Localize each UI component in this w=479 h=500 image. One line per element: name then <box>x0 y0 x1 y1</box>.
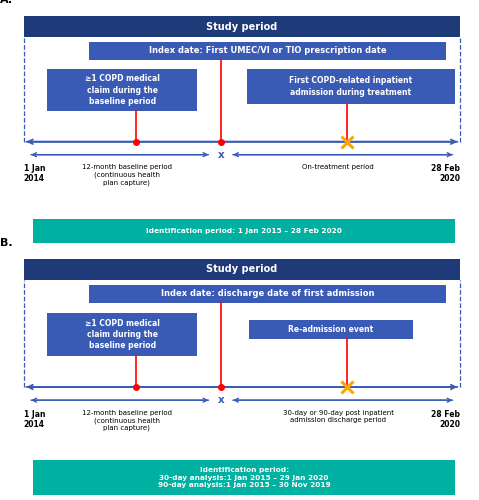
FancyBboxPatch shape <box>47 312 197 356</box>
FancyBboxPatch shape <box>33 460 456 495</box>
Text: 28 Feb
2020: 28 Feb 2020 <box>431 164 460 184</box>
Text: ≥1 COPD medical
claim during the
baseline period: ≥1 COPD medical claim during the baselin… <box>85 318 160 350</box>
FancyBboxPatch shape <box>89 42 446 60</box>
Text: ≥1 COPD medical
claim during the
baseline period: ≥1 COPD medical claim during the baselin… <box>85 74 160 106</box>
Text: 1 Jan
2014: 1 Jan 2014 <box>23 410 45 429</box>
Text: Study period: Study period <box>206 264 277 274</box>
Text: Index date: First UMEC/VI or TIO prescription date: Index date: First UMEC/VI or TIO prescri… <box>149 46 387 55</box>
Text: Identification period: 1 Jan 2015 – 28 Feb 2020: Identification period: 1 Jan 2015 – 28 F… <box>146 228 342 234</box>
Text: B.: B. <box>0 238 13 248</box>
Text: On-treatment period: On-treatment period <box>302 164 374 170</box>
Text: 30-day or 90-day post inpatient
admission discharge period: 30-day or 90-day post inpatient admissio… <box>283 410 394 423</box>
FancyBboxPatch shape <box>249 320 413 339</box>
FancyBboxPatch shape <box>33 220 456 243</box>
Text: 1 Jan
2014: 1 Jan 2014 <box>23 164 45 184</box>
Text: Identification period:
30-day analysis:1 Jan 2015 – 29 Jan 2020
90-day analysis:: Identification period: 30-day analysis:1… <box>158 467 331 488</box>
Text: 12-month baseline period
(continuous health
plan capture): 12-month baseline period (continuous hea… <box>82 410 172 432</box>
FancyBboxPatch shape <box>247 69 456 104</box>
Text: 28 Feb
2020: 28 Feb 2020 <box>431 410 460 429</box>
FancyBboxPatch shape <box>47 69 197 111</box>
FancyBboxPatch shape <box>23 16 460 37</box>
Text: x: x <box>217 395 224 405</box>
FancyBboxPatch shape <box>23 258 460 280</box>
Text: 12-month baseline period
(continuous health
plan capture): 12-month baseline period (continuous hea… <box>82 164 172 186</box>
Text: Re-admission event: Re-admission event <box>288 325 374 334</box>
Text: x: x <box>217 150 224 160</box>
Text: A.: A. <box>0 0 13 6</box>
Text: Study period: Study period <box>206 22 277 32</box>
Text: First COPD-related inpatient
admission during treatment: First COPD-related inpatient admission d… <box>289 76 412 96</box>
Text: Index date: discharge date of first admission: Index date: discharge date of first admi… <box>161 290 375 298</box>
FancyBboxPatch shape <box>89 285 446 303</box>
